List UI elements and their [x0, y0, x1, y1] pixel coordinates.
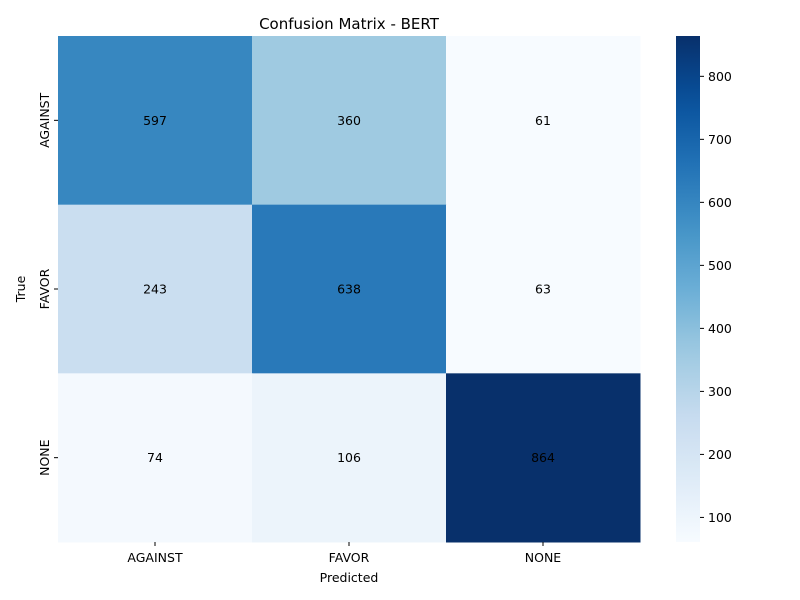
cell-value-label: 74	[147, 450, 163, 465]
cell-value-label: 597	[143, 113, 167, 128]
colorbar: 100 200 300 400 500 600 700 800	[676, 36, 732, 542]
y-tick-label: NONE	[37, 439, 52, 476]
y-tick-label: AGAINST	[37, 92, 52, 148]
colorbar-tick-label: 400	[708, 321, 732, 336]
x-tick-label: NONE	[525, 550, 562, 565]
heatmap-cell	[252, 204, 447, 374]
colorbar-tick-label: 300	[708, 384, 732, 399]
y-axis: AGAINST FAVOR NONE	[37, 92, 58, 476]
cell-value-label: 638	[337, 282, 361, 297]
heatmap-cells: 597 360 61 243 638 63 74 106 864	[58, 36, 641, 543]
cell-value-label: 61	[535, 113, 551, 128]
x-tick-label: AGAINST	[127, 550, 183, 565]
heatmap-cell	[58, 204, 253, 374]
x-tick-label: FAVOR	[329, 550, 370, 565]
heatmap-cell	[446, 36, 641, 206]
cell-value-label: 243	[143, 282, 167, 297]
cell-value-label: 106	[337, 450, 361, 465]
heatmap-cell	[252, 373, 447, 543]
cell-value-label: 360	[337, 113, 361, 128]
colorbar-tick-label: 100	[708, 510, 732, 525]
colorbar-gradient	[676, 36, 700, 542]
x-axis: AGAINST FAVOR NONE	[127, 542, 561, 565]
heatmap-cell	[58, 373, 253, 543]
colorbar-tick-label: 500	[708, 258, 732, 273]
cell-value-label: 864	[531, 450, 555, 465]
heatmap-cell	[446, 204, 641, 374]
heatmap-cell	[446, 373, 641, 543]
heatmap-cell	[58, 36, 253, 206]
colorbar-tick-label: 700	[708, 132, 732, 147]
chart-title: Confusion Matrix - BERT	[259, 15, 440, 33]
x-axis-label: Predicted	[320, 570, 379, 585]
colorbar-tick-label: 600	[708, 195, 732, 210]
y-tick-label: FAVOR	[37, 268, 52, 309]
colorbar-tick-label: 200	[708, 447, 732, 462]
heatmap-cell	[252, 36, 447, 206]
colorbar-tick-label: 800	[708, 69, 732, 84]
y-axis-label: True	[13, 275, 28, 303]
cell-value-label: 63	[535, 282, 551, 297]
